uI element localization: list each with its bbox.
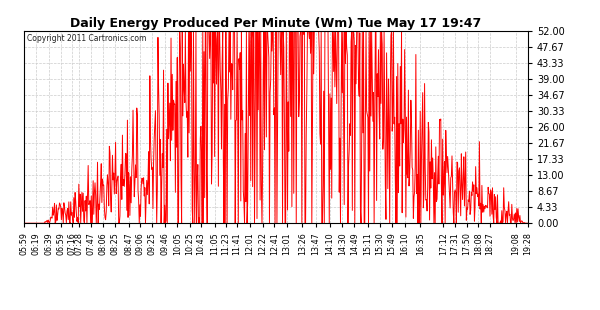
Title: Daily Energy Produced Per Minute (Wm) Tue May 17 19:47: Daily Energy Produced Per Minute (Wm) Tu… bbox=[70, 17, 482, 30]
Text: Copyright 2011 Cartronics.com: Copyright 2011 Cartronics.com bbox=[26, 34, 146, 43]
